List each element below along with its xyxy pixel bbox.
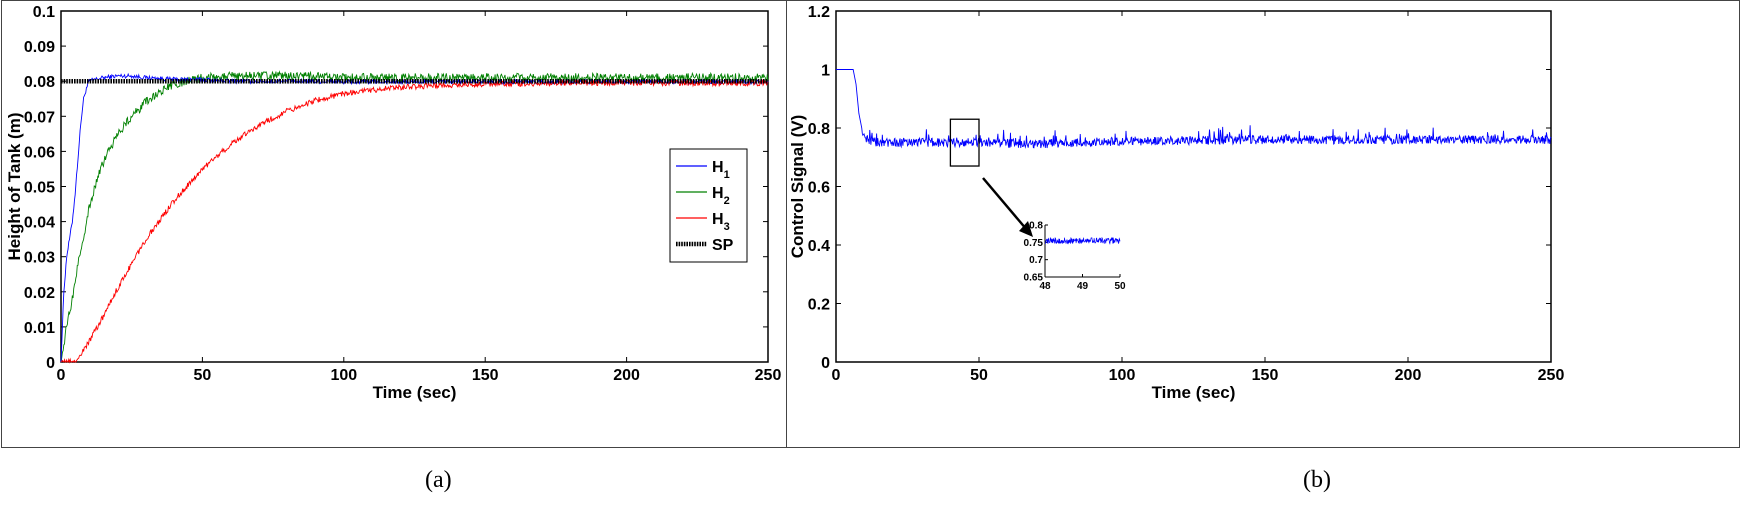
inset-x-tick-label: 48	[1039, 281, 1051, 292]
legend-label-base: SP	[712, 237, 734, 254]
legend-label: H2	[712, 185, 730, 207]
inset-y-tick-label: 0.7	[1029, 255, 1043, 266]
zoom-arrow-line	[982, 177, 1028, 231]
caption-b: (b)	[1303, 467, 1331, 493]
inset-y-tick-label: 0.75	[1024, 238, 1044, 249]
y-tick-label: 0.4	[808, 238, 830, 255]
y-axis-label: Height of Tank (m)	[5, 113, 24, 261]
y-tick-label: 0.09	[24, 39, 55, 56]
panel-b: 0 50 100 150 200 250 0 0.2 0.4 0.6 0.8 1 1.2 Time (se…	[786, 0, 1740, 448]
y-tick-label: 0.03	[24, 250, 55, 267]
legend-label-sub: 1	[724, 169, 730, 181]
legend-label-base: H	[712, 159, 724, 176]
x-tick-label: 50	[970, 367, 988, 384]
inset-x-tick-label: 50	[1114, 281, 1126, 292]
legend-label-base: H	[712, 185, 724, 202]
y-axis-label: Control Signal (V)	[788, 115, 807, 259]
x-tick-label: 250	[1538, 367, 1565, 384]
inset-y-tick-label: 0.8	[1029, 221, 1043, 232]
y-tick-label: 1.2	[808, 4, 830, 21]
legend-label-sub: 2	[724, 195, 730, 207]
x-tick-label: 150	[472, 367, 499, 384]
x-axis-label: Time (sec)	[1152, 383, 1236, 402]
chart-b: 0 50 100 150 200 250 0 0.2 0.4 0.6 0.8 1 1.2 Time (se…	[788, 4, 1565, 402]
legend-label: H1	[712, 159, 730, 181]
y-tick-label: 0.2	[808, 297, 830, 314]
series-line-h3	[60, 78, 769, 364]
y-tick-label: 0.08	[24, 74, 55, 91]
series-line-control	[836, 69, 1552, 149]
inset: 48 49 50 0.65 0.7 0.75 0.8	[1024, 221, 1126, 293]
x-tick-label: 0	[832, 367, 841, 384]
y-tick-label: 0	[821, 355, 830, 372]
x-tick-label: 200	[1395, 367, 1422, 384]
x-tick-label: 0	[57, 367, 66, 384]
y-tick-label: 0	[46, 355, 55, 372]
inset-x-tick-label: 49	[1077, 281, 1089, 292]
y-tick-label: 0.07	[24, 109, 55, 126]
y-tick-label: 0.05	[24, 180, 55, 197]
legend-label-base: H	[712, 211, 724, 228]
y-tick-label: 0.6	[808, 180, 830, 197]
chart-a: 0 50 100 150 200 250 0 0.01 0.02 0.03 0.04 0.05 0.06…	[5, 4, 782, 402]
legend-label: SP	[712, 237, 734, 254]
plot-area	[60, 10, 769, 363]
zoom-arrow	[982, 177, 1033, 237]
legend-label-sub: 3	[724, 221, 730, 233]
series-group	[60, 70, 769, 364]
y-tick-label: 0.02	[24, 285, 55, 302]
panel-a: 0 50 100 150 200 250 0 0.01 0.02 0.03 0.04 0.05 0.06…	[1, 0, 869, 448]
x-axis-label: Time (sec)	[373, 383, 457, 402]
x-tick-label: 150	[1252, 367, 1279, 384]
y-tick-label: 0.8	[808, 121, 830, 138]
y-tick-label: 0.06	[24, 144, 55, 161]
y-tick-label: 1	[821, 63, 830, 80]
x-tick-label: 50	[194, 367, 212, 384]
zoom-box	[949, 118, 980, 167]
series-group	[836, 69, 1552, 149]
legend-box	[669, 148, 748, 263]
x-tick-label: 100	[330, 367, 357, 384]
zoom-arrow-head	[1019, 221, 1033, 237]
inset-series-line	[1044, 236, 1121, 245]
plot-area	[835, 10, 1552, 363]
x-tick-label: 250	[755, 367, 782, 384]
series-line-h2	[60, 70, 769, 363]
legend-label: H3	[712, 211, 730, 233]
y-tick-label: 0.1	[33, 4, 55, 21]
x-tick-label: 100	[1109, 367, 1136, 384]
inset-y-tick-label: 0.65	[1024, 273, 1044, 284]
x-tick-label: 200	[613, 367, 640, 384]
caption-a: (a)	[425, 467, 452, 493]
y-tick-label: 0.04	[24, 215, 55, 232]
y-tick-label: 0.01	[24, 320, 55, 337]
